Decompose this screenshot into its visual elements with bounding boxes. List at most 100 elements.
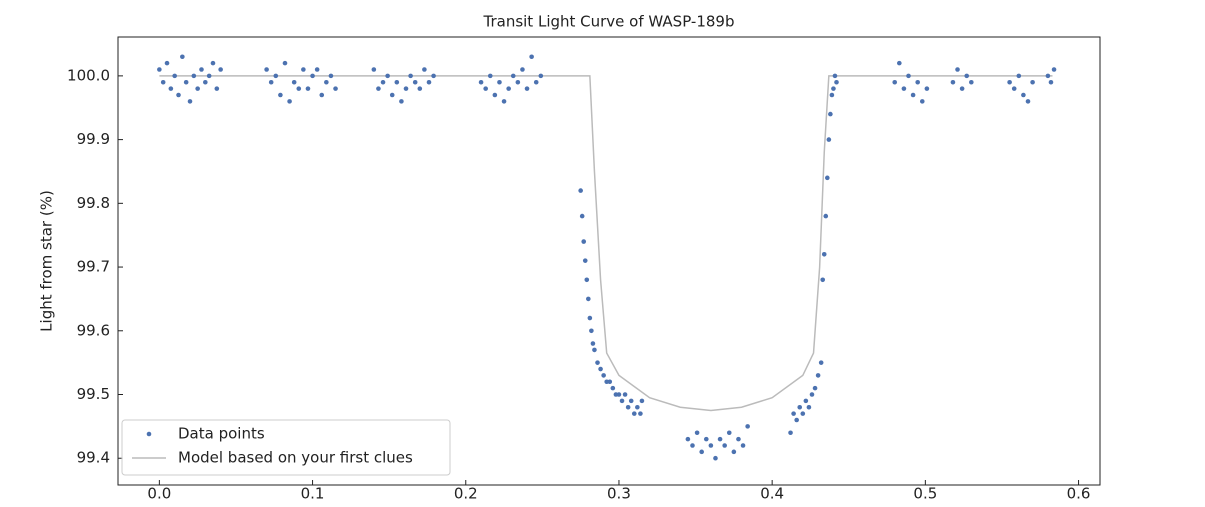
- data-point: [582, 258, 588, 263]
- data-point: [1007, 79, 1012, 85]
- data-point: [740, 443, 746, 448]
- data-point: [510, 73, 516, 79]
- data-point: [301, 67, 306, 72]
- data-point: [722, 443, 727, 448]
- data-point: [703, 436, 709, 442]
- data-point: [218, 67, 223, 72]
- data-point: [726, 430, 732, 436]
- y-tick-label: 100.0: [67, 66, 110, 84]
- data-point: [803, 398, 809, 404]
- data-point: [915, 79, 920, 85]
- data-point: [172, 73, 177, 79]
- legend-box: [121, 419, 451, 476]
- data-point: [690, 443, 695, 448]
- data-point: [628, 398, 634, 404]
- data-point: [1045, 73, 1051, 79]
- data-point: [731, 449, 737, 455]
- data-point: [533, 79, 539, 85]
- data-point: [826, 137, 832, 142]
- data-point: [515, 79, 521, 85]
- data-point: [187, 99, 193, 104]
- plot-frame: [117, 36, 1101, 486]
- data-point: [501, 99, 507, 104]
- data-point: [408, 73, 413, 79]
- model-line: [159, 75, 1053, 412]
- data-point: [809, 392, 815, 397]
- data-point: [195, 86, 200, 91]
- data-point: [403, 86, 409, 91]
- data-point: [616, 392, 622, 397]
- data-point: [497, 79, 502, 85]
- data-point: [818, 360, 824, 365]
- legend: Data points Model based on your first clu…: [121, 419, 451, 476]
- data-point: [832, 73, 838, 79]
- data-point: [897, 60, 902, 66]
- data-point: [825, 175, 830, 181]
- data-point: [183, 79, 189, 85]
- data-point: [694, 430, 700, 436]
- data-point: [959, 86, 965, 91]
- data-point: [794, 417, 799, 423]
- data-point: [578, 188, 583, 193]
- y-tick-label: 99.6: [77, 321, 110, 339]
- data-point: [806, 404, 812, 410]
- legend-label: Data points: [178, 425, 265, 443]
- chart-title: Transit Light Curve of WASP-189b: [483, 13, 735, 31]
- data-point: [417, 86, 423, 91]
- x-tick-label: 0.4: [760, 485, 784, 503]
- data-point: [191, 73, 197, 79]
- data-point: [506, 86, 511, 91]
- data-point: [371, 67, 377, 72]
- data-point: [483, 86, 488, 91]
- data-point: [412, 79, 418, 85]
- data-point: [376, 86, 381, 91]
- data-point: [291, 79, 297, 85]
- y-axis-label: Light from star (%): [38, 190, 56, 332]
- data-point: [579, 213, 585, 219]
- data-point: [736, 436, 741, 442]
- data-point: [524, 86, 530, 91]
- data-point: [713, 455, 718, 461]
- data-point: [157, 67, 162, 72]
- data-point: [206, 73, 212, 79]
- data-point: [717, 436, 723, 442]
- data-point: [426, 79, 432, 85]
- data-point: [821, 252, 827, 257]
- data-point: [601, 373, 606, 378]
- data-point: [581, 239, 587, 244]
- data-point: [538, 73, 544, 79]
- data-point: [199, 67, 204, 72]
- data-point: [176, 92, 181, 98]
- data-point: [610, 385, 616, 391]
- data-point: [635, 404, 640, 410]
- data-point: [598, 366, 603, 372]
- data-point: [797, 404, 803, 410]
- data-point: [210, 60, 216, 66]
- data-point: [380, 79, 386, 85]
- data-point: [595, 360, 600, 365]
- data-point: [314, 67, 320, 72]
- x-tick-label: 0.6: [1067, 485, 1091, 503]
- data-point: [273, 73, 279, 79]
- data-point: [892, 79, 898, 85]
- data-point: [399, 99, 404, 104]
- data-point: [278, 92, 283, 98]
- data-point: [282, 60, 288, 66]
- data-point: [168, 86, 174, 91]
- data-point: [631, 411, 637, 416]
- data-point: [950, 79, 956, 85]
- data-point: [264, 67, 269, 72]
- x-tick-label: 0.0: [147, 485, 171, 503]
- data-point: [529, 54, 534, 60]
- x-tick-label: 0.3: [607, 485, 631, 503]
- data-point: [590, 341, 596, 346]
- y-tick-label: 99.4: [77, 449, 110, 467]
- data-point: [820, 277, 826, 283]
- data-point: [1051, 67, 1057, 72]
- data-point: [699, 449, 704, 455]
- data-point: [1030, 79, 1035, 85]
- data-point: [520, 67, 525, 72]
- data-point: [160, 79, 166, 85]
